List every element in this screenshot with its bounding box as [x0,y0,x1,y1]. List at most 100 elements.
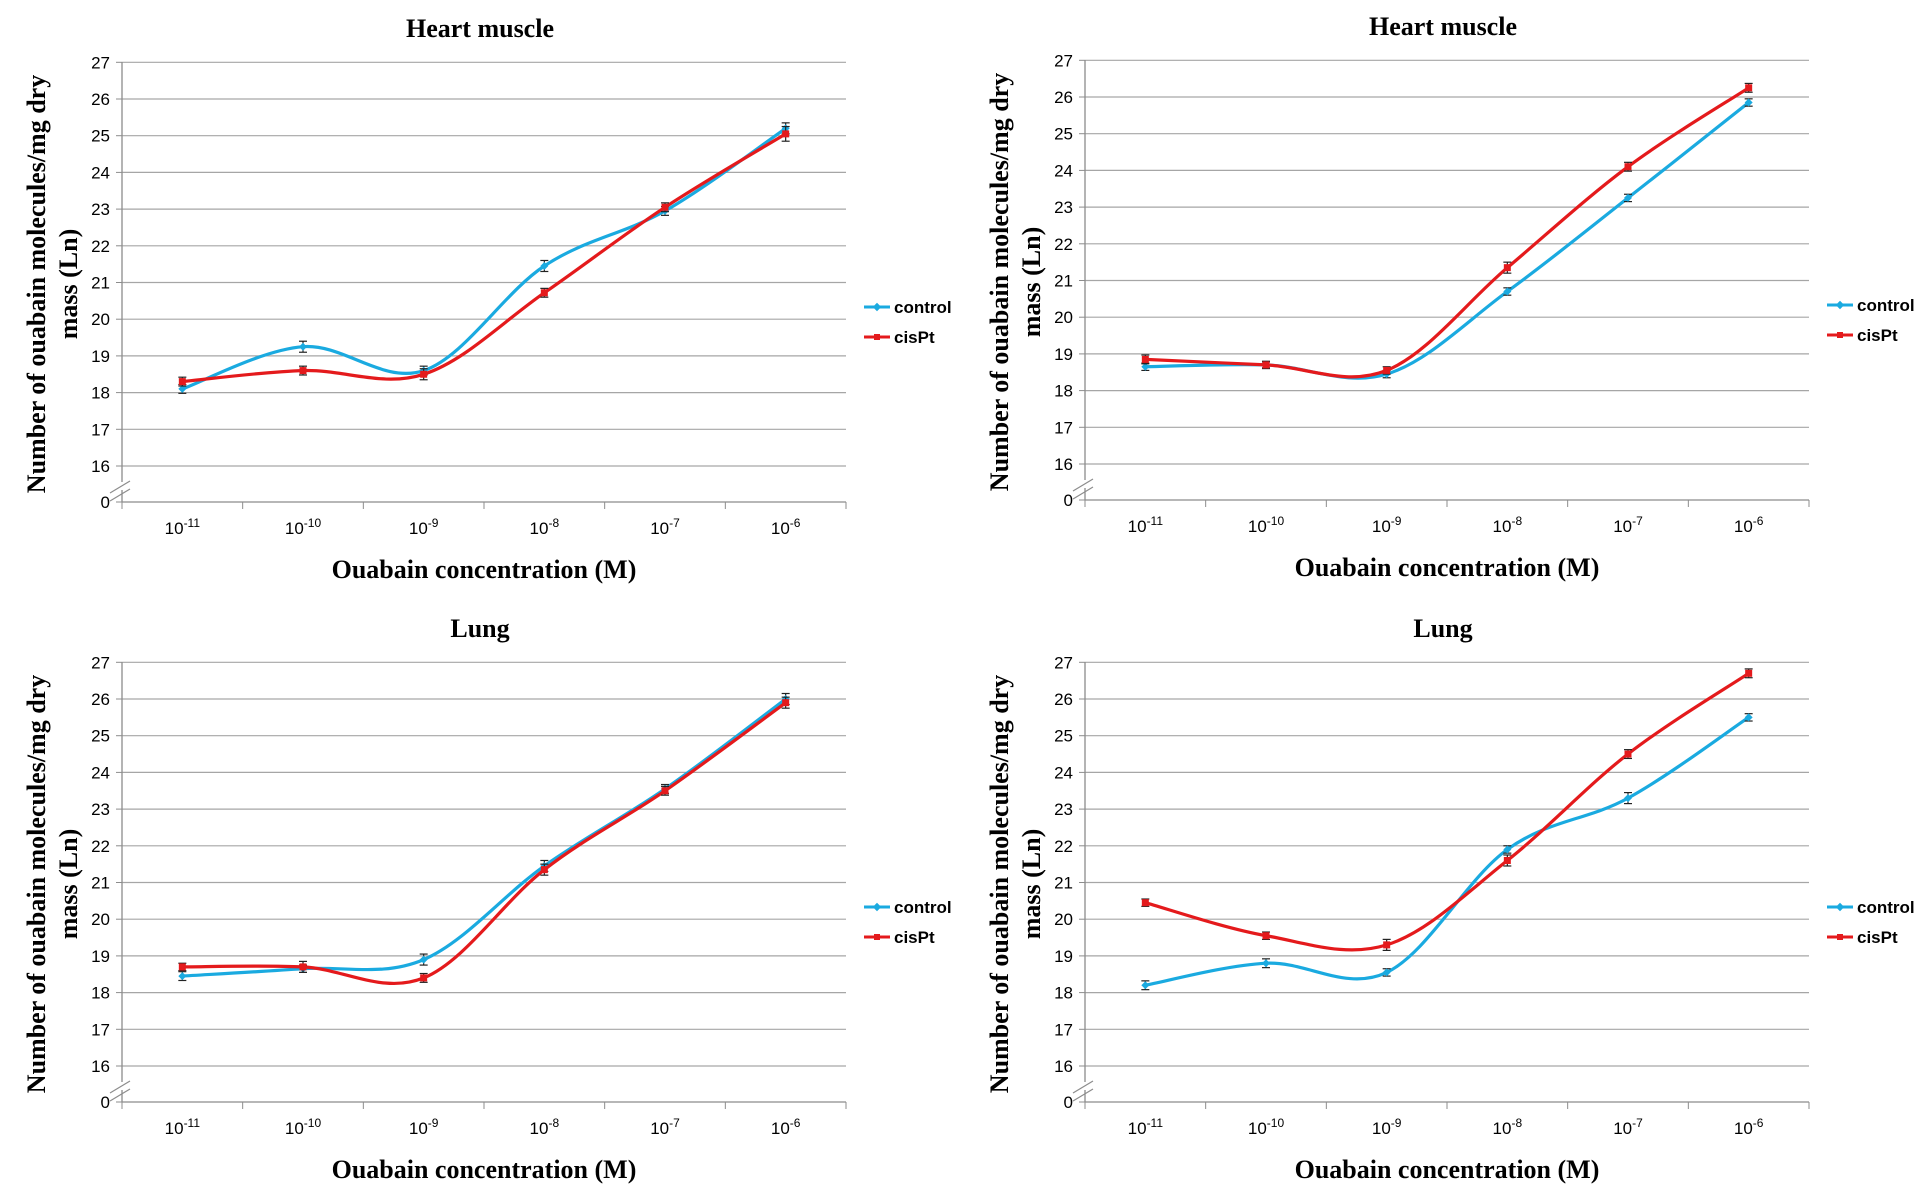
x-axis-label: Ouabain concentration (M) [332,1155,637,1184]
x-tick-label: 10-6 [771,1116,801,1138]
point-cispt [1141,355,1149,363]
y-tick-label: 24 [91,763,110,782]
series-line-cispt [182,701,787,986]
point-control [1141,362,1150,371]
point-cispt [1624,163,1632,171]
y-tick-label: 27 [1054,653,1073,672]
y-tick-label: 18 [91,384,110,403]
x-ticks: 10-11 10-10 10-9 10-8 10-7 10-6 [1084,500,1810,536]
point-control [178,972,187,981]
point-control [540,261,549,270]
point-cispt [1503,264,1511,272]
plot-area [178,122,790,394]
y-tick-label: 23 [1054,800,1073,819]
y-tick-label: 0 [1064,1093,1073,1112]
y-tick-label: 24 [1054,161,1073,180]
y-ticks: 0 16 17 18 19 20 21 22 23 24 25 26 27 [1054,653,1085,1112]
y-axis-label-line1: Number of ouabain molecules/mg dry [985,675,1014,1093]
plot-area [178,692,790,986]
y-tick-label: 25 [1054,125,1073,144]
axis-break-icon [109,1080,132,1102]
y-axis-label-line1: Number of ouabain molecules/mg dry [22,75,51,493]
x-tick-label: 10-8 [530,1116,560,1138]
y-ticks: 0 16 17 18 19 20 21 22 23 24 25 26 27 [91,53,122,512]
series-line-control [1145,715,1750,987]
y-tick-label: 19 [91,347,110,366]
y-ticks: 0 16 17 18 19 20 21 22 23 24 25 26 27 [91,653,122,1112]
y-tick-label: 24 [1054,763,1073,782]
axis-break-stroke [109,480,131,494]
y-tick-label: 19 [91,947,110,966]
axis-break-stroke [1072,478,1094,492]
series-line-control [182,697,787,978]
y-tick-label: 16 [91,457,110,476]
legend-marker-control [872,302,882,312]
legend-marker-control [1835,300,1845,310]
x-tick-label: 10-6 [1734,1116,1764,1138]
legend-label-cispt: cisPt [894,328,935,347]
series-line-cispt [1145,86,1750,379]
x-tick-label: 10-7 [1613,1116,1643,1138]
gridlines [122,661,846,1067]
x-tick-label: 10-9 [409,516,439,538]
y-tick-label: 18 [91,984,110,1003]
point-control [1624,193,1632,202]
y-tick-label: 22 [91,837,110,856]
y-axis-label-line2: mass (Ln) [1017,227,1046,338]
point-cispt [420,370,428,378]
x-tick-label: 10-8 [1493,514,1523,536]
y-tick-label: 23 [91,800,110,819]
y-tick-label: 22 [91,237,110,256]
y-tick-label: 16 [1054,455,1073,474]
chart-lung-left: Lung Number of ouabain molecules/mg dry … [22,614,952,1184]
point-cispt [1503,856,1511,864]
y-tick-label: 21 [91,274,110,293]
point-control [419,955,428,964]
series-line-cispt [1144,671,1750,952]
point-cispt [661,203,669,211]
axis-break-stroke [109,1088,131,1102]
legend-marker-cispt [1837,332,1843,338]
x-tick-label: 10-9 [1372,514,1402,536]
legend-label-cispt: cisPt [1857,928,1898,947]
point-cispt [1745,84,1753,92]
chart-heart-muscle-right: Heart muscle Number of ouabain molecules… [985,12,1915,582]
y-tick-label: 20 [91,310,110,329]
y-axis-label-line1: Number of ouabain molecules/mg dry [985,73,1014,491]
axis-break-stroke [1072,1080,1094,1094]
legend-marker-cispt [1837,934,1843,940]
x-ticks: 10-11 10-10 10-9 10-8 10-7 10-6 [121,1102,847,1138]
x-tick-label: 10-9 [1372,1116,1402,1138]
y-tick-label: 26 [1054,88,1073,107]
axis-break-icon [1072,478,1095,500]
point-cispt [420,974,428,982]
y-axis-label-line2: mass (Ln) [54,229,83,340]
x-tick-label: 10-11 [1128,514,1164,536]
point-control [1744,98,1753,107]
y-tick-label: 0 [101,1093,110,1112]
x-tick-label: 10-10 [1248,1116,1285,1138]
legend-marker-cispt [874,934,880,940]
legend-marker-control [1835,902,1845,912]
point-control [178,384,187,393]
axis-break-icon [109,480,132,502]
legend: control cisPt [1827,296,1915,345]
chart-title: Lung [450,614,509,643]
y-tick-label: 16 [1054,1057,1073,1076]
y-tick-label: 0 [1064,491,1073,510]
point-control [1382,968,1391,977]
legend-label-cispt: cisPt [1857,326,1898,345]
y-tick-label: 17 [1054,1020,1073,1039]
y-tick-label: 19 [1054,947,1073,966]
y-tick-label: 23 [91,200,110,219]
x-tick-label: 10-10 [285,516,322,538]
point-cispt [1262,361,1270,369]
series-line-control [181,127,787,391]
y-tick-label: 21 [1054,874,1073,893]
y-tick-label: 20 [1054,910,1073,929]
chart-heart-muscle-left: Heart muscle Number of ouabain molecules… [22,14,952,584]
legend-marker-control [872,902,882,912]
axis-break-stroke [1072,486,1094,500]
y-tick-label: 17 [1054,418,1073,437]
x-tick-label: 10-6 [771,516,801,538]
